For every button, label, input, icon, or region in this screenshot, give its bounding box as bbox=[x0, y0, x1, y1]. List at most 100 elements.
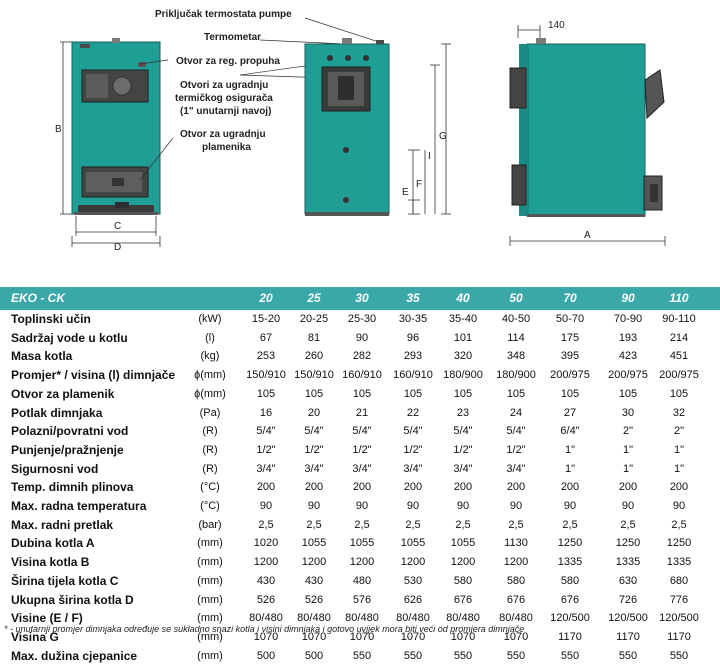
column-header: 25 bbox=[307, 291, 321, 305]
table-cell: 160/910 bbox=[393, 369, 433, 381]
table-cell: 1055 bbox=[349, 537, 375, 549]
dim-b: B bbox=[55, 124, 62, 135]
label-thermal-valve-2: termičkog osigurača bbox=[175, 93, 273, 104]
rear-view bbox=[304, 38, 390, 216]
table-cell: 180/900 bbox=[496, 369, 536, 381]
dim-f: F bbox=[416, 179, 422, 190]
table-cell: 120/500 bbox=[659, 612, 699, 624]
table-cell: 430 bbox=[256, 575, 276, 587]
row-unit: (°C) bbox=[200, 481, 220, 493]
table-cell: 20 bbox=[307, 407, 321, 419]
table-cell: 1/2" bbox=[403, 444, 423, 456]
dim-140: 140 bbox=[548, 20, 565, 31]
table-cell: 175 bbox=[560, 332, 580, 344]
row-unit: (Pa) bbox=[199, 407, 221, 419]
table-cell: 3/4" bbox=[256, 463, 276, 475]
table-cell: 1130 bbox=[504, 537, 528, 549]
table-title: EKO - CK bbox=[11, 291, 65, 305]
table-cell: 20-25 bbox=[299, 313, 329, 325]
table-cell: 200/975 bbox=[659, 369, 699, 381]
table-cell: 90 bbox=[355, 500, 369, 512]
table-cell: 626 bbox=[403, 594, 423, 606]
row-label: Dubina kotla A bbox=[11, 536, 95, 550]
table-cell: 200/975 bbox=[550, 369, 590, 381]
table-row: Promjer* / visina (l) dimnjače ɸ(mm) 150/9… bbox=[0, 367, 720, 385]
row-label: Punjenje/pražnjenje bbox=[11, 443, 124, 457]
boiler-technical-drawing: B C D Priključak termostata pumpe Termom… bbox=[55, 9, 666, 253]
table-cell: 580 bbox=[453, 575, 473, 587]
table-cell: 1/2" bbox=[256, 444, 276, 456]
table-cell: 200 bbox=[304, 481, 324, 493]
table-row: Sadržaj vode u kotlu (l) 67 81 90 96 101 114 175… bbox=[0, 330, 720, 348]
table-cell: 120/500 bbox=[608, 612, 648, 624]
table-cell: 1/2" bbox=[304, 444, 324, 456]
table-cell: 676 bbox=[560, 594, 580, 606]
dim-d: D bbox=[114, 242, 121, 253]
table-cell: 550 bbox=[453, 650, 473, 662]
table-cell: 260 bbox=[304, 350, 324, 362]
table-cell: 193 bbox=[618, 332, 638, 344]
table-cell: 21 bbox=[355, 407, 369, 419]
table-cell: 1055 bbox=[301, 537, 327, 549]
table-cell: 1170 bbox=[616, 631, 640, 643]
table-cell: 2,5 bbox=[354, 519, 370, 531]
table-cell: 105 bbox=[618, 388, 638, 400]
label-thermal-valve-1: Otvori za ugradnju bbox=[180, 80, 268, 91]
row-unit: (mm) bbox=[197, 556, 223, 568]
table-cell: 200 bbox=[453, 481, 473, 493]
row-unit: (mm) bbox=[197, 575, 223, 587]
table-cell: 1055 bbox=[450, 537, 476, 549]
table-cell: 776 bbox=[669, 594, 689, 606]
table-row: Max. radna temperatura (°C) 90 90 90 90 90 90 90… bbox=[0, 498, 720, 516]
table-cell: 40-50 bbox=[501, 313, 531, 325]
table-cell: 1020 bbox=[253, 537, 279, 549]
table-cell: 320 bbox=[453, 350, 473, 362]
table-cell: 105 bbox=[403, 388, 423, 400]
table-cell: 2,5 bbox=[508, 519, 524, 531]
table-cell: 3/4" bbox=[352, 463, 372, 475]
table-cell: 1200 bbox=[503, 556, 529, 568]
table-cell: 1200 bbox=[253, 556, 279, 568]
table-cell: 5/4" bbox=[403, 425, 423, 437]
table-cell: 1/2" bbox=[506, 444, 526, 456]
dim-g: G bbox=[439, 131, 447, 142]
column-header: 30 bbox=[355, 291, 369, 305]
table-cell: 90 bbox=[406, 500, 420, 512]
table-cell: 2,5 bbox=[405, 519, 421, 531]
table-cell: 2,5 bbox=[562, 519, 578, 531]
table-cell: 105 bbox=[453, 388, 473, 400]
table-cell: 630 bbox=[618, 575, 638, 587]
table-cell: 25-30 bbox=[347, 313, 377, 325]
table-cell: 1170 bbox=[667, 631, 691, 643]
table-row: Sigurnosni vod (R) 3/4" 3/4" 3/4" 3/4" 3/4" 3/4… bbox=[0, 461, 720, 479]
column-header: 110 bbox=[669, 291, 689, 305]
table-cell: 3/4" bbox=[506, 463, 526, 475]
front-view bbox=[71, 38, 161, 215]
table-cell: 253 bbox=[256, 350, 276, 362]
table-cell: 1335 bbox=[615, 556, 641, 568]
column-header: 90 bbox=[621, 291, 635, 305]
table-cell: 15-20 bbox=[251, 313, 281, 325]
row-label: Visina kotla B bbox=[11, 555, 90, 569]
table-cell: 530 bbox=[403, 575, 423, 587]
row-label: Temp. dimnih plinova bbox=[11, 480, 134, 494]
table-cell: 1" bbox=[673, 444, 685, 456]
table-cell: 1" bbox=[622, 444, 634, 456]
table-cell: 676 bbox=[453, 594, 473, 606]
table-cell: 526 bbox=[256, 594, 276, 606]
table-row: Dubina kotla A (mm) 1020 1055 1055 1055 1055 11… bbox=[0, 535, 720, 553]
table-cell: 105 bbox=[352, 388, 372, 400]
column-header: 50 bbox=[509, 291, 523, 305]
table-cell: 105 bbox=[256, 388, 276, 400]
table-cell: 1" bbox=[622, 463, 634, 475]
table-cell: 200 bbox=[256, 481, 276, 493]
table-cell: 105 bbox=[669, 388, 689, 400]
table-cell: 6/4" bbox=[560, 425, 580, 437]
row-label: Masa kotla bbox=[11, 349, 73, 363]
table-row: Masa kotla (kg) 253 260 282 293 320 348 395 423 45… bbox=[0, 348, 720, 366]
table-cell: 81 bbox=[307, 332, 321, 344]
table-cell: 580 bbox=[560, 575, 580, 587]
table-cell: 90 bbox=[355, 332, 369, 344]
table-cell: 1170 bbox=[558, 631, 582, 643]
table-cell: 550 bbox=[560, 650, 580, 662]
